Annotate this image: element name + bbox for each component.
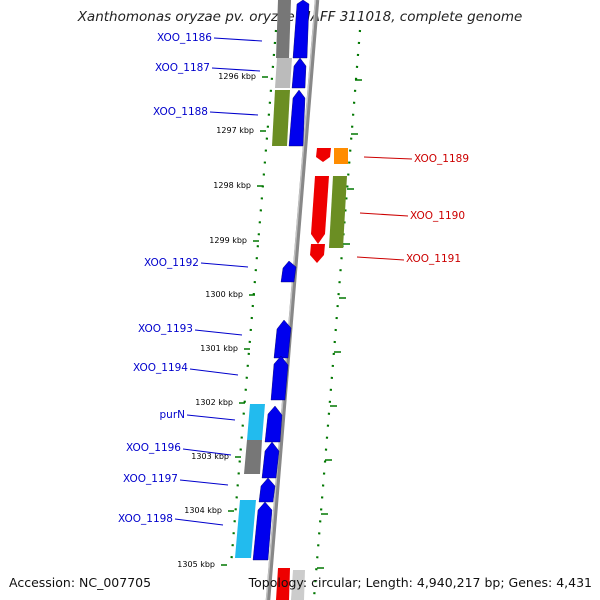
scale-ticks: 1296 kbp 1297 kbp 1298 kbp 1299 kbp 1300… (177, 72, 362, 569)
topology-text: Topology: circular; Length: 4,940,217 bp… (248, 575, 592, 590)
gene-label-xoo-1198[interactable]: XOO_1198 (118, 513, 173, 525)
gene-xoo-1191-arrow[interactable] (310, 244, 325, 263)
tick-label: 1296 kbp (218, 72, 256, 81)
gene-xoo-1193-arrow[interactable] (273, 319, 292, 359)
genome-backbone (265, 0, 320, 600)
gene-xoo-1196-arrow[interactable] (261, 441, 280, 479)
leader-line (211, 67, 261, 72)
tick-label: 1305 kbp (177, 560, 215, 569)
gene-label-xoo-1189[interactable]: XOO_1189 (414, 153, 469, 165)
gene-xoo-1188-arrow[interactable] (288, 89, 306, 147)
leader-line (209, 111, 259, 116)
leader-line (174, 518, 224, 526)
gene-label-xoo-1192[interactable]: XOO_1192 (144, 257, 199, 269)
tick-label: 1301 kbp (200, 344, 238, 353)
gene-xoo-1186-arrow[interactable] (292, 0, 310, 59)
gene-xoo-1197-arrow[interactable] (258, 477, 276, 503)
leader-line (356, 256, 405, 261)
tick-label: 1300 kbp (205, 290, 243, 299)
tick-label: 1304 kbp (184, 506, 222, 515)
tick-label: 1297 kbp (216, 126, 254, 135)
gene-xoo-1189-box[interactable] (334, 148, 348, 164)
gene-xoo-1187-box[interactable] (275, 58, 292, 88)
gene-labels: XOO_1186 XOO_1187 XOO_1188 XOO_1189 XOO_… (118, 32, 469, 526)
leader-line (189, 368, 239, 376)
partial-gene-red (276, 568, 290, 600)
tick-label: 1299 kbp (209, 236, 247, 245)
gene-label-xoo-1188[interactable]: XOO_1188 (153, 106, 208, 118)
gene-xoo-1189-arrow[interactable] (316, 148, 331, 162)
gene-xoo-1190-box[interactable] (329, 176, 347, 248)
leader-line (182, 448, 232, 456)
tick-label: 1298 kbp (213, 181, 251, 190)
leader-line (359, 212, 409, 217)
gene-label-purn[interactable]: purN (160, 409, 186, 421)
gene-xoo-1198-box[interactable] (235, 500, 256, 558)
gene-label-xoo-1197[interactable]: XOO_1197 (123, 473, 178, 485)
gene-xoo-1192-arrow[interactable] (280, 260, 297, 283)
gene-xoo-1190-arrow[interactable] (311, 176, 329, 244)
gene-label-xoo-1196[interactable]: XOO_1196 (126, 442, 181, 454)
gene-xoo-1186-box[interactable] (276, 0, 291, 58)
leader-line (186, 414, 236, 421)
gene-label-xoo-1186[interactable]: XOO_1186 (157, 32, 212, 44)
accession-text: Accession: NC_007705 (9, 575, 152, 590)
gene-label-xoo-1193[interactable]: XOO_1193 (138, 323, 193, 335)
tick-label: 1302 kbp (195, 398, 233, 407)
gene-label-xoo-1194[interactable]: XOO_1194 (133, 362, 188, 374)
gene-purn-arrow[interactable] (264, 405, 283, 443)
gene-label-xoo-1190[interactable]: XOO_1190 (410, 210, 465, 222)
leader-line (200, 262, 249, 268)
gene-xoo-1188-box[interactable] (272, 90, 290, 146)
leader-line (179, 479, 229, 486)
right-scale-dots (312, 29, 362, 599)
gene-xoo-1187-arrow[interactable] (291, 57, 307, 89)
leader-line (194, 329, 243, 336)
tick-label: 1303 kbp (191, 452, 229, 461)
gene-xoo-1194-arrow[interactable] (270, 355, 289, 401)
gene-xoo-1196-box[interactable] (244, 440, 262, 474)
leader-line (213, 37, 263, 42)
partial-gene-gray (291, 570, 305, 600)
gene-label-xoo-1191[interactable]: XOO_1191 (406, 253, 461, 265)
genome-backbone-highlight (265, 0, 317, 600)
gene-label-xoo-1187[interactable]: XOO_1187 (155, 62, 210, 74)
leader-line (363, 156, 413, 160)
gene-purn-box[interactable] (247, 404, 265, 440)
gene-xoo-1198-arrow[interactable] (252, 501, 273, 561)
